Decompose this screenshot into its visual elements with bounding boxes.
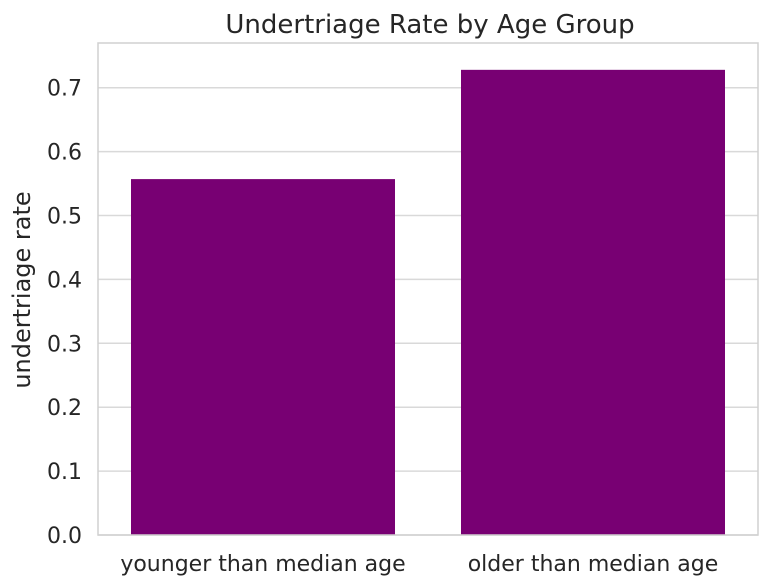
y-tick-label: 0.3 <box>47 332 82 357</box>
x-tick-label: older than median age <box>468 552 719 577</box>
x-tick-labels: younger than median age older than median… <box>120 552 718 577</box>
bars <box>131 69 725 535</box>
chart-title: Undertriage Rate by Age Group <box>225 10 634 40</box>
y-tick-label: 0.1 <box>47 460 82 485</box>
plot-frame <box>97 42 759 536</box>
y-tick-labels: 0.0 0.1 0.2 0.3 0.4 0.5 0.6 0.7 <box>47 77 82 549</box>
y-tick-label: 0.0 <box>47 524 82 549</box>
bar-1 <box>461 69 725 535</box>
bar-0 <box>131 179 395 535</box>
y-tick-label: 0.6 <box>47 141 82 166</box>
y-tick-label: 0.7 <box>47 77 82 102</box>
y-tick-label: 0.4 <box>47 268 82 293</box>
y-tick-label: 0.2 <box>47 396 82 421</box>
y-axis-label: undertriage rate <box>8 191 36 388</box>
x-tick-label: younger than median age <box>120 552 405 577</box>
y-tick-label: 0.5 <box>47 205 82 230</box>
